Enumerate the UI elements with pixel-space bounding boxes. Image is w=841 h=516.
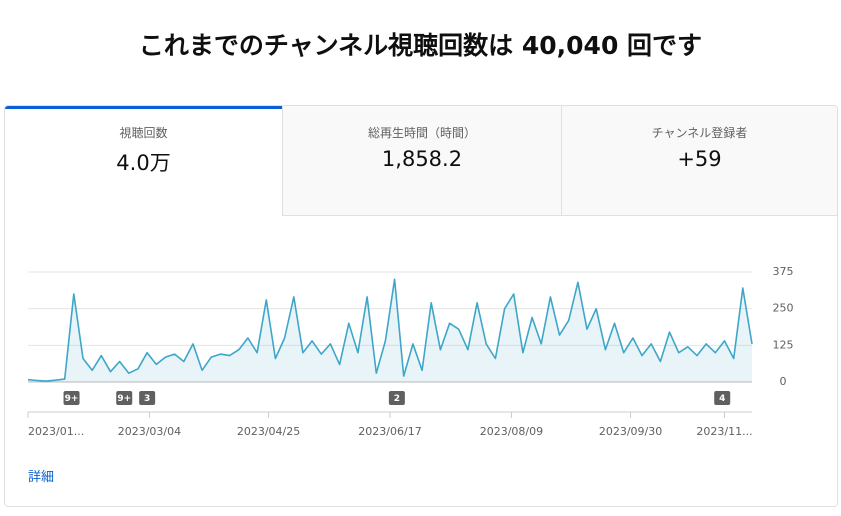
y-tick-label: 375 (773, 265, 794, 278)
y-tick-label: 250 (773, 302, 794, 315)
x-tick-label: 2023/03/04 (118, 425, 181, 438)
tab[interactable]: 視聴回数 4.0万 (5, 106, 282, 216)
video-marker-label: 9+ (117, 394, 131, 404)
tab[interactable]: チャンネル登録者 +59 (561, 106, 837, 216)
y-tick-label: 0 (780, 375, 787, 388)
video-marker-label: 3 (144, 394, 150, 404)
x-tick-label: 2023/06/17 (358, 425, 421, 438)
video-marker[interactable] (388, 391, 405, 405)
video-marker[interactable] (63, 391, 80, 405)
tab-value: 1,858.2 (381, 147, 463, 171)
x-tick-label: 2023/09/30 (599, 425, 662, 438)
video-marker[interactable] (139, 391, 156, 405)
tab-label: 総再生時間（時間） (367, 126, 476, 140)
x-tick-label: 2023/01... (28, 425, 84, 438)
tab-label: 視聴回数 (119, 126, 168, 140)
tab-value: 4.0万 (116, 151, 171, 175)
tab-label: チャンネル登録者 (651, 126, 748, 140)
analytics-card: 視聴回数 4.0万 総再生時間（時間） 1,858.2 チャンネル登録者 +59 (4, 105, 838, 507)
x-tick-label: 2023/11... (696, 425, 752, 438)
x-tick-label: 2023/04/25 (237, 425, 300, 438)
area (28, 279, 752, 382)
video-marker[interactable] (116, 391, 133, 405)
video-marker-label: 4 (719, 394, 725, 404)
line (27, 278, 753, 382)
video-marker[interactable] (714, 391, 731, 405)
y-tick-label: 125 (773, 338, 794, 351)
x-tick-label: 2023/08/09 (480, 425, 543, 438)
details-link[interactable]: 詳細 (28, 470, 55, 485)
tab[interactable]: 総再生時間（時間） 1,858.2 (282, 106, 561, 216)
video-marker-label: 2 (394, 394, 400, 404)
tab-value: +59 (677, 147, 722, 171)
page-title: これまでのチャンネル視聴回数は 40,040 回です (138, 31, 703, 60)
video-marker-label: 9+ (65, 394, 79, 404)
